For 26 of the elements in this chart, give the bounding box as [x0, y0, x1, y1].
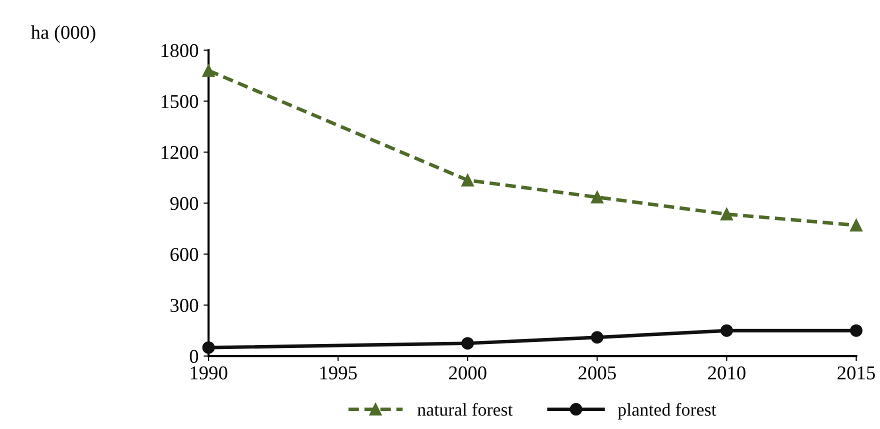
x-tick-label: 2015 — [838, 366, 875, 380]
x-tick-label: 2005 — [578, 366, 616, 380]
x-tick-label: 2010 — [708, 366, 746, 380]
y-tick-label: 1500 — [162, 94, 198, 108]
point — [461, 174, 474, 186]
y-tick-label: 1200 — [162, 146, 198, 160]
point — [850, 324, 862, 337]
point — [720, 324, 733, 337]
x-tick-label: 1990 — [190, 366, 228, 380]
x-tick-label: 1995 — [320, 366, 357, 380]
point — [202, 64, 215, 77]
point — [461, 337, 474, 350]
x-tick-label: 2000 — [449, 366, 486, 380]
point — [202, 341, 215, 354]
y-axis-title: ha (000) — [30, 25, 96, 43]
point — [590, 190, 604, 204]
legend-label: natural forest — [418, 402, 513, 416]
point — [850, 218, 862, 232]
y-tick-label: 900 — [170, 196, 198, 210]
point — [590, 331, 604, 344]
y-tick-label: 600 — [170, 248, 198, 262]
legend-label: planted forest — [618, 402, 716, 420]
point — [720, 208, 733, 220]
y-tick-label: 0 — [190, 350, 198, 364]
y-tick-label: 300 — [170, 298, 198, 312]
y-tick-label: 1800 — [162, 44, 198, 58]
